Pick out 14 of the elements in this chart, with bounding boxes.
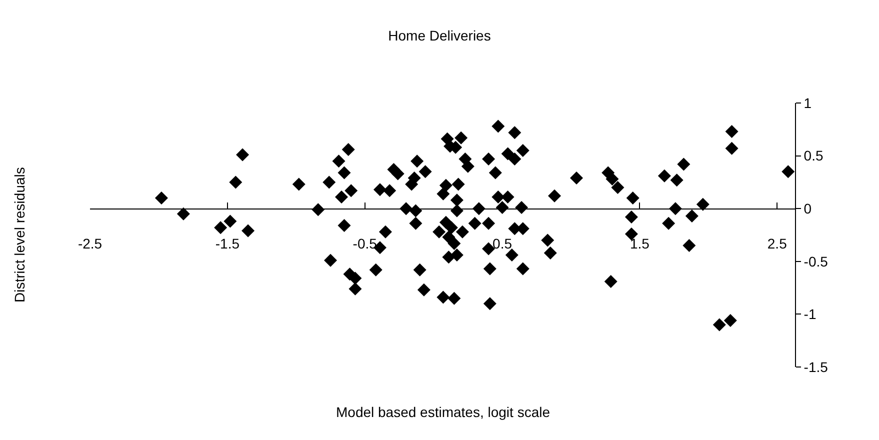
x-tick-label: -2.5 — [78, 235, 102, 252]
y-tick-label: 0 — [804, 200, 812, 216]
x-tick-label: -1.5 — [215, 235, 240, 252]
y-axis-title: District level residuals — [12, 167, 28, 302]
y-tick-label: -1.5 — [804, 358, 828, 375]
x-axis-title: Model based estimates, logit scale — [336, 404, 550, 420]
chart-title: Home Deliveries — [388, 28, 491, 44]
y-tick-label: -0.5 — [804, 253, 828, 270]
y-tick-label: -1 — [804, 306, 816, 322]
y-tick-label: 1 — [804, 94, 812, 111]
x-tick-label: 2.5 — [767, 235, 788, 252]
y-tick-label: 0.5 — [804, 148, 824, 164]
x-tick-label: 0.5 — [492, 235, 512, 252]
x-tick-label: 1.5 — [630, 235, 650, 252]
